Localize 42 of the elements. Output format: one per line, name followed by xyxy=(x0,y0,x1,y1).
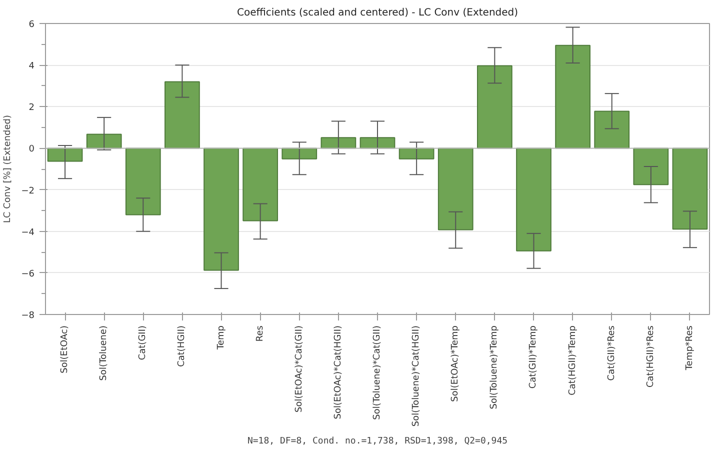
x-tick-label: Sol(Toluene)*Temp xyxy=(490,325,500,410)
y-tick-label: 0 xyxy=(28,144,35,155)
x-tick-label: Cat(GII) xyxy=(138,325,148,360)
text: N=18, DF=8, Cond. no.=1,738, RSD=1,398, Q2=0,945 xyxy=(247,436,508,446)
chart-title: Coefficients (scaled and centered) - LC Conv (Extended) xyxy=(236,8,518,18)
y-tick-label: 4 xyxy=(28,62,35,72)
x-tick-label: Cat(HGII)*Temp xyxy=(568,325,578,396)
y-axis-title: LC Conv [%] (Extended) xyxy=(3,114,14,224)
x-tick-label: Sol(Toluene)*Cat(GII) xyxy=(372,325,382,420)
y-tick-label: −8 xyxy=(21,311,35,321)
x-tick-label: Sol(EtOAc)*Temp xyxy=(450,325,461,402)
bar xyxy=(438,148,474,230)
y-tick-label: 6 xyxy=(28,20,35,30)
y-tick-label: −6 xyxy=(21,269,35,280)
x-tick-label: Cat(HGII)*Res xyxy=(646,325,656,388)
y-tick-label: 2 xyxy=(28,103,35,114)
bar xyxy=(594,110,630,149)
x-tick-label: Sol(EtOAc)*Cat(HGII) xyxy=(333,325,344,420)
x-tick-label: Sol(EtOAc)*Cat(GII) xyxy=(294,325,304,412)
bar xyxy=(164,81,200,149)
x-tick-label: Temp*Res xyxy=(684,325,695,372)
x-tick-label: Res xyxy=(255,325,266,342)
x-tick-label: Cat(GII)*Res xyxy=(606,325,617,381)
bar xyxy=(633,148,669,186)
bar xyxy=(516,148,552,252)
bar xyxy=(555,44,590,149)
bar xyxy=(672,148,708,230)
bar xyxy=(398,148,434,160)
bar xyxy=(125,148,161,216)
x-tick-label: Sol(Toluene)*Cat(HGII) xyxy=(412,325,422,427)
y-tick-label: −2 xyxy=(21,186,35,196)
x-tick-label: Sol(Toluene) xyxy=(99,325,110,381)
bar xyxy=(476,65,512,149)
bar xyxy=(47,148,83,162)
x-tick-label: Cat(HGII) xyxy=(177,325,188,367)
x-tick-label: Sol(EtOAc) xyxy=(60,325,70,374)
x-tick-label: Cat(GII)*Temp xyxy=(528,325,539,389)
bar xyxy=(204,148,239,271)
bar xyxy=(282,148,318,160)
y-tick-label: −4 xyxy=(21,228,35,238)
x-tick-label: Temp xyxy=(216,325,226,350)
bar xyxy=(242,148,278,222)
